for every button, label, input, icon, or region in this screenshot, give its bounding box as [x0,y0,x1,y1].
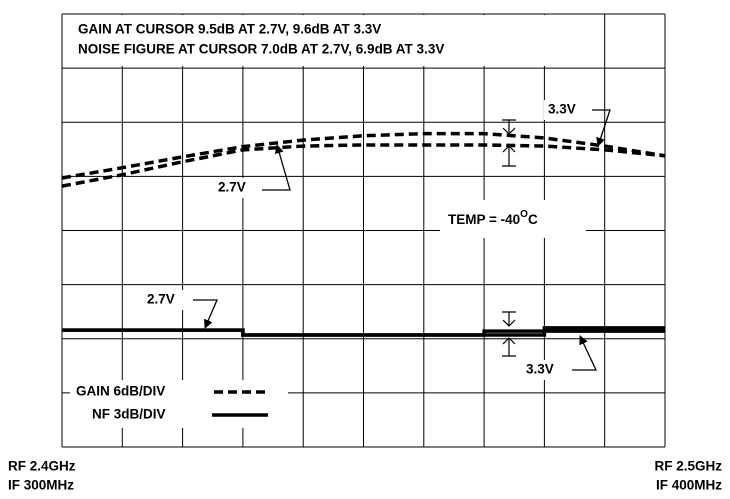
temp-text: TEMP = -40 [448,212,520,227]
legend-box [70,380,288,428]
callout-arrow [193,299,218,329]
callout-arrow [262,144,291,191]
callout-arrow [592,109,611,147]
label-box [214,178,260,198]
lines [61,131,666,337]
label-box [143,290,191,310]
temp-unit: C [528,212,538,227]
callout-arrow [572,335,598,371]
curve-label: 3.3V [526,362,554,377]
x-end-label: IF 400MHz [656,478,722,493]
legend-label: NF 3dB/DIV [92,407,166,422]
x-start-label: RF 2.4GHz [8,459,76,474]
x-end-label: RF 2.5GHz [654,459,722,474]
series-line [61,131,666,180]
label-box [544,100,590,120]
curve-label: 2.7V [147,292,175,307]
label-box [440,200,586,238]
curve-label: 3.3V [548,102,576,117]
annotations: GAIN AT CURSOR 9.5dB AT 2.7V, 9.6dB AT 3… [8,15,722,493]
label-box [522,360,570,380]
title-box [70,15,598,66]
series-line [61,143,666,188]
temperature: TEMP = -40OC [448,209,538,227]
curve-label: 2.7V [218,180,246,195]
temp-sup: O [520,209,528,220]
cursor-marker [502,119,516,357]
title-line: GAIN AT CURSOR 9.5dB AT 2.7V, 9.6dB AT 3… [78,22,381,37]
x-start-label: IF 300MHz [8,478,74,493]
grid [61,13,666,448]
legend-label: GAIN 6dB/DIV [76,384,165,399]
title-line: NOISE FIGURE AT CURSOR 7.0dB AT 2.7V, 6.… [78,42,444,57]
series-line [62,326,665,337]
